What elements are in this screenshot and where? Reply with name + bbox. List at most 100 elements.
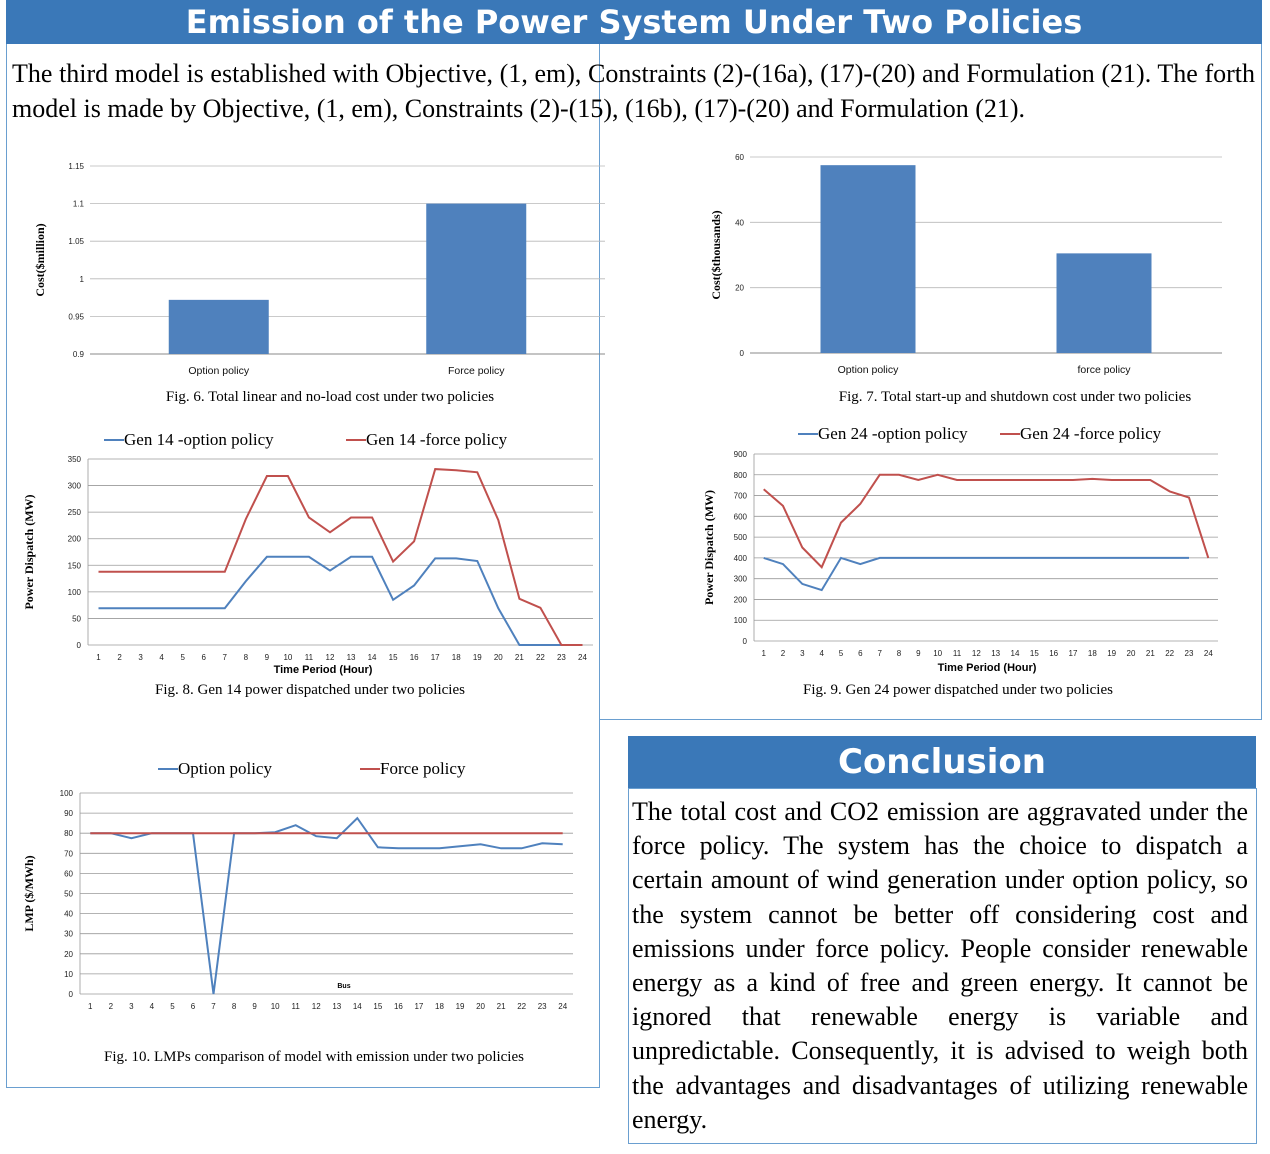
x-tick-label: 8: [897, 649, 902, 658]
x-tick-label: 16: [1049, 649, 1058, 658]
x-tick-label: 21: [497, 1002, 506, 1011]
x-tick-label: 11: [305, 653, 314, 662]
y-tick-label: 70: [64, 849, 73, 858]
x-tick-label: 18: [452, 653, 461, 662]
x-tick-label: 5: [839, 649, 844, 658]
legend-label: Option policy: [178, 759, 272, 778]
y-tick-label: 400: [734, 554, 748, 563]
x-tick-label: 5: [170, 1002, 175, 1011]
x-tick-label: 4: [150, 1002, 155, 1011]
fig10-caption: Fig. 10. LMPs comparison of model with e…: [104, 1049, 524, 1065]
fig7-chart: 0 20 40 60 Option policy force policy Cost($th…: [709, 153, 1222, 376]
y-tick-label: 0: [69, 990, 74, 999]
legend-label: Force policy: [380, 759, 466, 778]
x-tick-label: 21: [1146, 649, 1155, 658]
x-tick-label: 2: [781, 649, 786, 658]
x-tick-label: 19: [456, 1002, 465, 1011]
x-tick-label: 11: [292, 1002, 301, 1011]
x-tick-label: 13: [991, 649, 1000, 658]
bar: [1056, 253, 1152, 353]
x-tick-label: 7: [211, 1002, 216, 1011]
y-tick-label: 1.15: [68, 162, 84, 171]
x-tick-label: 16: [410, 653, 419, 662]
y-tick-label: 20: [735, 284, 744, 293]
x-tick-label: 18: [1088, 649, 1097, 658]
x-tick-label: 23: [538, 1002, 547, 1011]
x-tick-label: 16: [394, 1002, 403, 1011]
y-tick-label: 0: [77, 641, 82, 650]
bar: [820, 165, 916, 353]
y-tick-label: 200: [68, 535, 82, 544]
x-tick-label: 17: [1069, 649, 1078, 658]
x-tick-label: 12: [326, 653, 335, 662]
y-tick-label: 200: [734, 595, 748, 604]
x-category-label: Option policy: [838, 364, 899, 376]
y-tick-label: 700: [734, 492, 748, 501]
y-tick-label: 40: [735, 218, 744, 227]
y-tick-label: 10: [64, 970, 73, 979]
y-tick-label: 300: [68, 482, 82, 491]
x-tick-label: 9: [916, 649, 921, 658]
x-tick-label: 24: [1204, 649, 1213, 658]
y-axis-label: Power Dispatch (MW): [702, 490, 716, 605]
x-tick-label: 11: [953, 649, 962, 658]
x-tick-label: 3: [138, 653, 143, 662]
x-tick-label: 14: [353, 1002, 362, 1011]
y-tick-label: 50: [64, 890, 73, 899]
y-tick-label: 0.95: [68, 312, 84, 321]
x-tick-label: 24: [578, 653, 587, 662]
fig6-chart: 0.9 0.95 1 1.05 1.1 1.15 Option policy Force po…: [33, 162, 605, 377]
x-tick-label: 19: [473, 653, 482, 662]
series-line-force: [98, 468, 583, 646]
y-tick-label: 100: [68, 588, 82, 597]
x-tick-label: 10: [283, 653, 292, 662]
x-axis-label: Time Period (Hour): [274, 664, 373, 676]
x-tick-label: 6: [858, 649, 863, 658]
left-panel-frame: [6, 44, 600, 1088]
x-tick-label: 20: [494, 653, 503, 662]
x-tick-label: 14: [368, 653, 377, 662]
x-tick-label: 18: [435, 1002, 444, 1011]
x-tick-label: 12: [972, 649, 981, 658]
x-tick-label: 8: [232, 1002, 237, 1011]
x-tick-label: 19: [1107, 649, 1116, 658]
x-tick-label: 23: [557, 653, 566, 662]
x-tick-label: 7: [223, 653, 228, 662]
x-tick-label: 10: [933, 649, 942, 658]
y-tick-label: 100: [60, 789, 74, 798]
fig6-caption: Fig. 6. Total linear and no-load cost un…: [165, 389, 495, 405]
y-tick-label: 350: [68, 455, 82, 464]
x-tick-label: 15: [1030, 649, 1039, 658]
legend-label: Gen 14 -option policy: [124, 430, 274, 449]
x-tick-label: 24: [558, 1002, 567, 1011]
y-tick-label: 0.9: [73, 350, 85, 359]
x-tick-label: 1: [761, 649, 766, 658]
y-tick-label: 80: [64, 829, 73, 838]
x-tick-label: 2: [117, 653, 122, 662]
y-tick-label: 50: [72, 614, 81, 623]
legend-label: Gen 24 -option policy: [818, 424, 968, 443]
x-tick-label: 12: [312, 1002, 321, 1011]
y-tick-label: 20: [64, 950, 73, 959]
series-line-option: [763, 556, 1189, 592]
poster-title: Emission of the Power System Under Two P…: [6, 0, 1262, 44]
x-axis-label: Time Period (Hour): [938, 662, 1037, 674]
x-tick-label: 13: [332, 1002, 341, 1011]
x-tick-label: 6: [191, 1002, 196, 1011]
x-tick-label: 10: [271, 1002, 280, 1011]
intro-paragraph: The third model is established with Obje…: [12, 59, 1255, 123]
x-tick-label: 4: [159, 653, 164, 662]
x-tick-label: 15: [389, 653, 398, 662]
x-tick-label: 3: [129, 1002, 134, 1011]
x-tick-label: 13: [347, 653, 356, 662]
conclusion-text: The total cost and CO2 emission are aggr…: [632, 797, 1248, 1134]
conclusion-box: [628, 788, 1257, 1144]
y-tick-label: 1.05: [68, 237, 84, 246]
right-panel-frame: [600, 44, 1262, 720]
x-axis-label: Bus: [337, 983, 350, 990]
y-tick-label: 90: [64, 809, 73, 818]
fig7-caption: Fig. 7. Total start-up and shutdown cost…: [838, 389, 1192, 405]
y-axis-label: LMP ($/MWh): [22, 855, 36, 931]
